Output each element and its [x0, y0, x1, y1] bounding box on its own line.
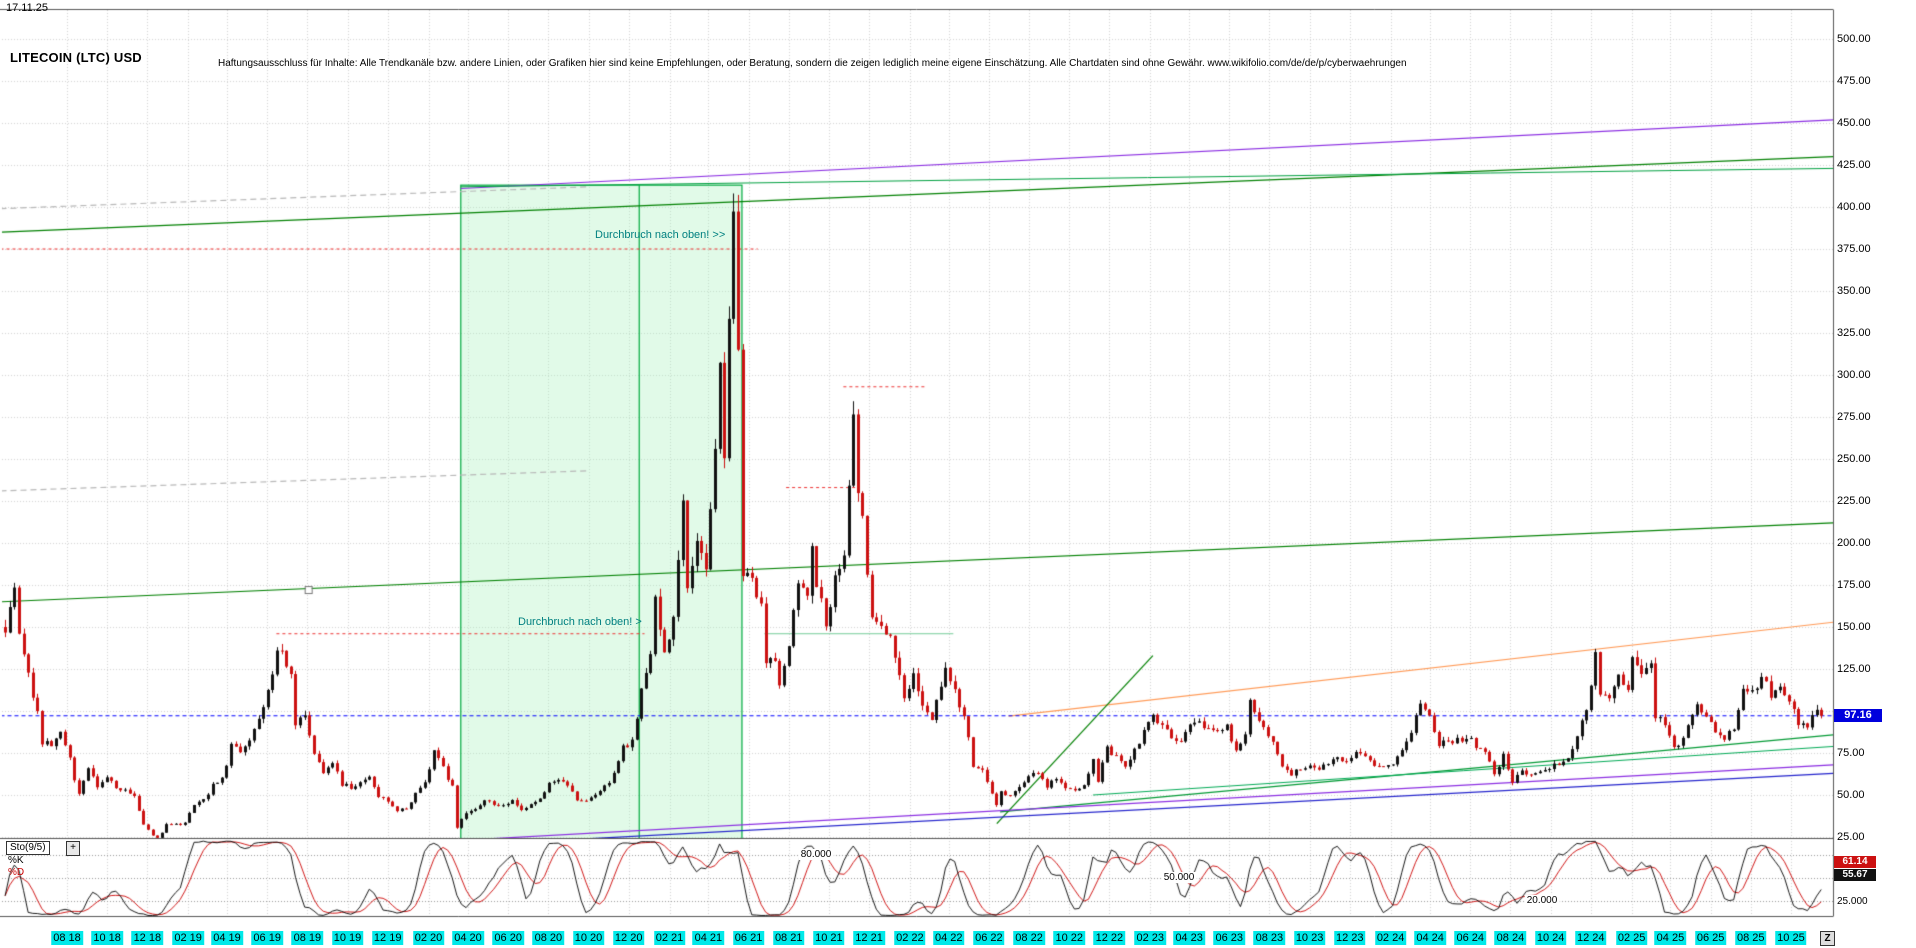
- date-axis-label: 06 24: [1454, 931, 1487, 945]
- price-axis-label: 300.00: [1837, 369, 1871, 381]
- date-axis-label: 08 23: [1253, 931, 1286, 945]
- date-axis-label: 08 22: [1013, 931, 1045, 945]
- date-axis-label: 02 22: [894, 931, 926, 945]
- date-axis-label: 12 20: [612, 931, 645, 945]
- date-axis-label: 04 20: [452, 931, 484, 945]
- sto-level-label: 80.000: [798, 849, 834, 861]
- date-axis-label: 10 21: [813, 931, 845, 945]
- sto-d-value-badge: 61.14: [1834, 856, 1876, 868]
- date-axis-label: 06 20: [492, 931, 524, 945]
- annotation-breakout-up-2: Durchbruch nach oben! >: [518, 616, 642, 628]
- date-axis-label: 02 19: [172, 931, 204, 945]
- date-axis-label: 04 24: [1414, 931, 1446, 945]
- date-axis-label: 02 24: [1374, 931, 1407, 945]
- indicator-expand-icon[interactable]: +: [66, 841, 80, 856]
- date-axis-label: 06 22: [973, 931, 1005, 945]
- date-axis-label: 04 25: [1654, 931, 1687, 945]
- price-axis-label: 400.00: [1837, 201, 1871, 213]
- price-axis-label: 275.00: [1837, 411, 1871, 423]
- price-axis-label: 225.00: [1837, 495, 1871, 507]
- price-axis-label: 175.00: [1837, 579, 1871, 591]
- price-axis-label: 450.00: [1837, 117, 1871, 129]
- price-axis-label: 375.00: [1837, 243, 1871, 255]
- date-axis-label: 02 20: [412, 931, 445, 945]
- date-axis-label: 08 25: [1735, 931, 1767, 945]
- annotation-breakout-up-1: Durchbruch nach oben! >>: [595, 229, 726, 241]
- date-axis-label: 04 23: [1173, 931, 1205, 945]
- date-axis-label: 08 18: [51, 931, 83, 945]
- report-date: 17.11.25: [6, 2, 49, 14]
- price-axis-label: 250.00: [1837, 453, 1871, 465]
- date-axis-label: 08 21: [772, 931, 805, 945]
- date-axis-label: 08 20: [532, 931, 565, 945]
- date-axis-label: 02 21: [653, 931, 686, 945]
- date-axis-label: 10 18: [91, 931, 123, 945]
- price-axis-label: 475.00: [1837, 75, 1871, 87]
- date-axis-label: 02 23: [1134, 931, 1166, 945]
- date-axis: 08 18 10 18 12 18 02 19 04 19 06 19 08 19 10 19…: [0, 931, 1916, 947]
- date-axis-label: 06 19: [251, 931, 283, 945]
- sto-level-label: 20.000: [1524, 894, 1560, 906]
- current-price-badge: 97.16: [1834, 709, 1882, 722]
- sto-axis-min-label: 25.000: [1837, 896, 1868, 907]
- date-axis-label: 10 24: [1534, 931, 1567, 945]
- zoom-button[interactable]: Z: [1820, 931, 1835, 946]
- disclaimer-text: Haftungsausschluss für Inhalte: Alle Tre…: [218, 58, 1407, 69]
- sto-k-value-badge: 55.67: [1834, 869, 1876, 881]
- date-axis-label: 02 25: [1615, 931, 1648, 945]
- price-axis-label: 75.00: [1837, 747, 1865, 759]
- price-axis-label: 200.00: [1837, 537, 1871, 549]
- chart-title: LITECOIN (LTC) USD: [10, 50, 142, 65]
- price-axis-label: 50.00: [1837, 789, 1865, 801]
- price-axis-label: 150.00: [1837, 621, 1871, 633]
- date-axis-label: 06 23: [1213, 931, 1246, 945]
- date-axis-label: 10 22: [1053, 931, 1085, 945]
- date-axis-label: 12 21: [853, 931, 885, 945]
- indicator-label[interactable]: Sto(9/5): [6, 841, 50, 855]
- price-axis-label: 425.00: [1837, 159, 1871, 171]
- sto-level-label: 50.000: [1161, 872, 1197, 883]
- date-axis-label: 06 25: [1694, 931, 1727, 945]
- date-axis-label: 10 19: [331, 931, 364, 945]
- sto-d-label: %D: [8, 867, 25, 878]
- date-axis-label: 04 22: [932, 931, 965, 945]
- price-axis-label: 350.00: [1837, 285, 1871, 297]
- date-axis-label: 08 19: [291, 931, 324, 945]
- price-axis-label: 500.00: [1837, 33, 1871, 45]
- date-axis-label: 04 19: [211, 931, 243, 945]
- price-axis-label: 325.00: [1837, 327, 1871, 339]
- indicator-name: Sto(9/5): [10, 842, 46, 853]
- date-axis-label: 08 24: [1494, 931, 1527, 945]
- date-axis-label: 06 21: [732, 931, 765, 945]
- date-axis-label: 10 20: [572, 931, 605, 945]
- date-axis-label: 12 23: [1333, 931, 1366, 945]
- date-axis-label: 12 22: [1093, 931, 1126, 945]
- date-axis-label: 12 19: [371, 931, 404, 945]
- date-axis-label: 10 23: [1293, 931, 1326, 945]
- date-axis-label: 12 24: [1575, 931, 1607, 945]
- sto-k-label: %K: [8, 855, 24, 866]
- price-axis-label: 25.00: [1837, 831, 1865, 843]
- price-axis-label: 125.00: [1837, 663, 1871, 675]
- date-axis-label: 04 21: [692, 931, 725, 945]
- date-axis-label: 10 25: [1775, 931, 1807, 945]
- date-axis-label: 12 18: [131, 931, 164, 945]
